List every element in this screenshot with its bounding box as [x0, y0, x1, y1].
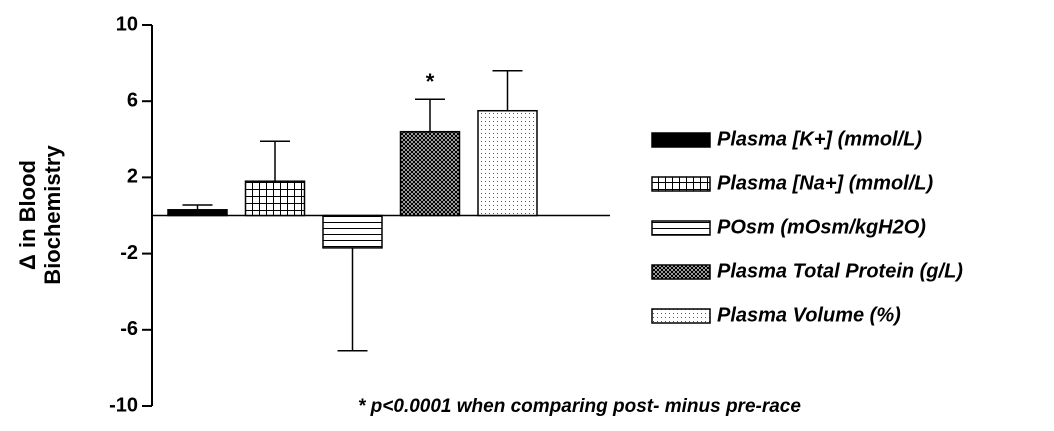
legend-swatch [651, 132, 711, 148]
bar [167, 209, 228, 217]
error-bar [182, 204, 213, 210]
y-tick-label: 2 [127, 166, 138, 188]
error-bar [492, 69, 523, 111]
y-tick-label: 6 [127, 89, 138, 111]
legend-swatch [651, 264, 711, 280]
error-bar [337, 247, 368, 352]
footnote: * p<0.0001 when comparing post- minus pr… [358, 396, 801, 417]
significance-marker: * [426, 69, 435, 94]
error-bar [260, 140, 290, 182]
legend-label: Plasma Volume (%) [717, 304, 901, 326]
legend-swatch [651, 176, 711, 192]
y-axis-label: Biochemistry [40, 145, 65, 285]
bar [477, 109, 538, 217]
legend-label: Plasma [Na+] (mmol/L) [717, 172, 934, 194]
bar [399, 130, 461, 217]
error-bar [415, 98, 445, 132]
y-tick-label: -6 [120, 318, 138, 340]
y-axis-label: Δ in Blood [15, 160, 40, 270]
y-tick-label: 10 [116, 13, 138, 35]
y-tick-label: -2 [120, 242, 138, 264]
legend-swatch [651, 220, 711, 236]
legend-label: POsm (mOsm/kgH2O) [717, 216, 926, 238]
bar [244, 180, 306, 217]
y-tick-label: -10 [109, 394, 138, 416]
legend-swatch [651, 308, 711, 324]
legend-label: Plasma [K+] (mmol/L) [717, 128, 922, 150]
legend-label: Plasma Total Protein (g/L) [717, 260, 963, 282]
bar [322, 214, 383, 249]
